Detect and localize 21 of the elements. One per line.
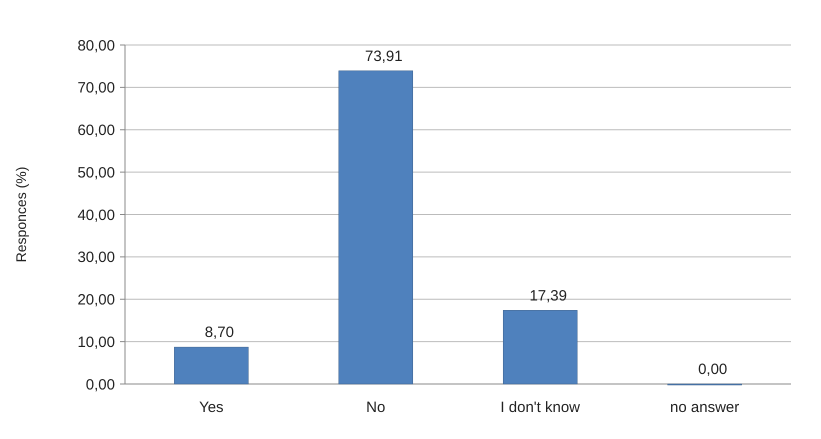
bar [174,346,249,384]
y-tick-label: 0,00 [86,376,115,394]
data-label: 0,00 [698,361,728,378]
data-label: 8,70 [204,324,234,342]
y-tick-label: 20,00 [77,292,115,308]
x-tick-label: I don't know [500,399,580,416]
x-tick-label: Yes [199,399,224,416]
y-tick-label: 70,00 [77,80,115,97]
y-tick-label: 60,00 [77,122,115,139]
y-axis-title: Responces (%) [13,166,29,262]
bar [338,70,414,384]
data-label: 17,39 [529,287,567,304]
y-tick-label: 10,00 [77,334,115,351]
bar [502,310,578,384]
y-tick-label: 80,00 [77,37,115,54]
x-tick-label: no answer [670,399,740,416]
y-tick-label: 30,00 [77,249,115,266]
data-label: 73,91 [365,48,403,65]
y-tick-label: 40,00 [77,206,115,224]
x-tick-label: No [366,399,386,416]
y-tick-label: 50,00 [77,164,115,182]
